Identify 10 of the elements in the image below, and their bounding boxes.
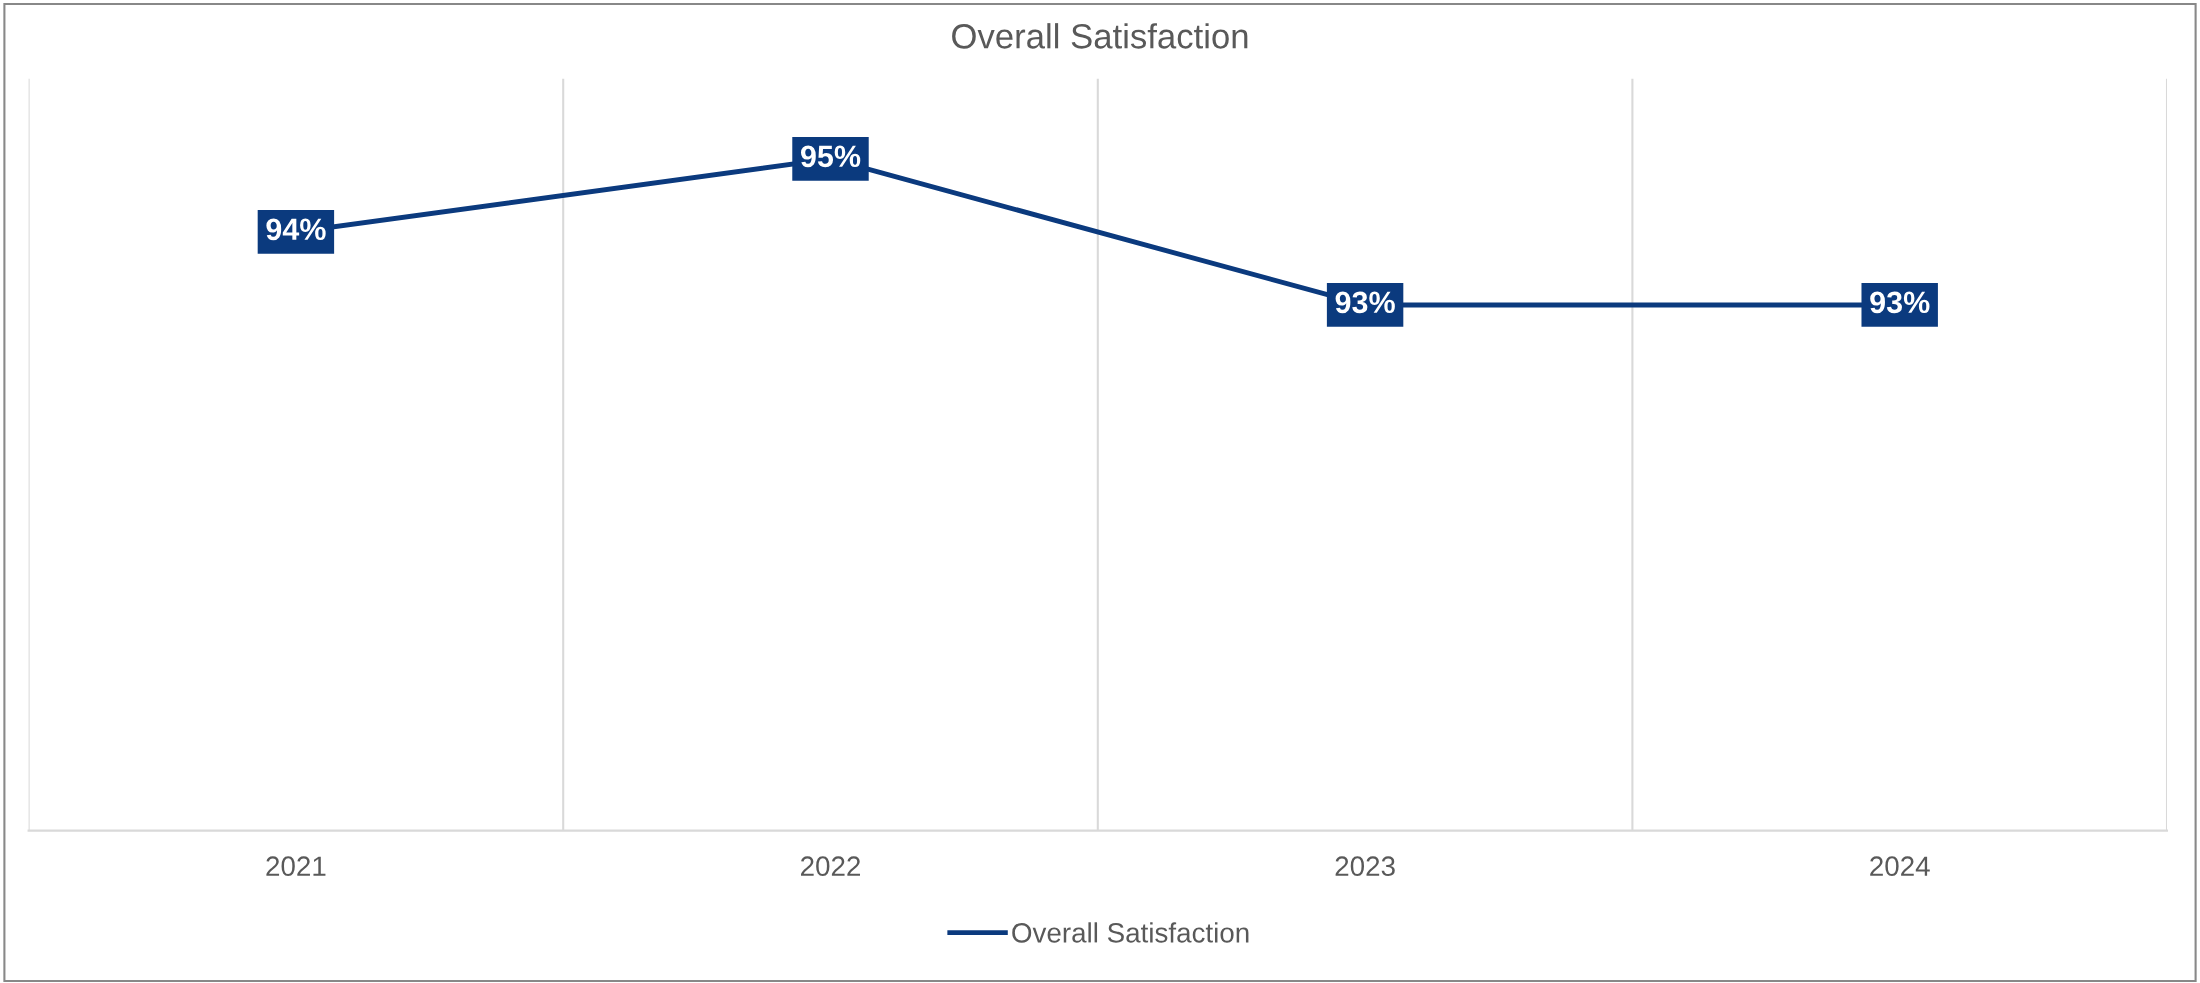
chart-title: Overall Satisfaction (952, 23, 1248, 49)
x-tick-label: 2023 (1335, 856, 1395, 877)
legend-label: Overall Satisfaction (1012, 922, 1249, 943)
data-label: 93% (1335, 291, 1395, 314)
data-label: 94% (266, 218, 326, 241)
x-tick-label: 2022 (801, 856, 861, 877)
data-label: 95% (800, 145, 861, 168)
x-tick-label: 2024 (1870, 856, 1930, 877)
x-tick-label: 2021 (266, 856, 326, 877)
data-label: 93% (1870, 291, 1930, 314)
